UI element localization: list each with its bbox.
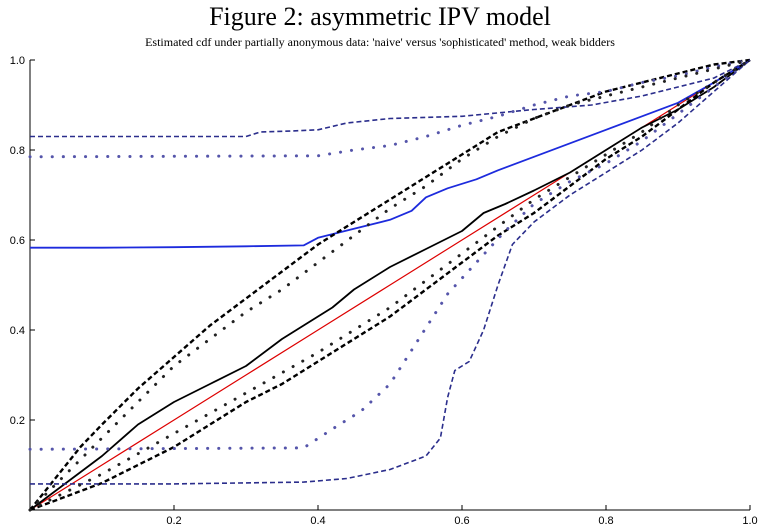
x-tick-label: 0.8	[598, 515, 613, 527]
y-tick-label: 0.6	[10, 235, 25, 247]
y-tick-label: 0.4	[10, 325, 25, 337]
y-tick-label: 1.0	[10, 55, 25, 67]
series-dashed-line-5	[29, 58, 751, 512]
series-dashed-line-7	[30, 59, 751, 485]
y-tick-label: 0.2	[10, 415, 25, 427]
x-tick-label: 1.0	[742, 515, 757, 527]
series-dotted-line-8	[28, 58, 752, 159]
series-dashed-line-4	[29, 58, 751, 511]
x-tick-label: 0.6	[454, 515, 469, 527]
x-tick-label: 0.2	[166, 515, 181, 527]
axes	[29, 60, 750, 511]
chart-subtitle: Estimated cdf under partially anonymous …	[145, 35, 615, 49]
series-dashed-line-6	[30, 59, 751, 138]
x-tick-label: 0.4	[310, 515, 325, 527]
y-tick-label: 0.8	[10, 145, 25, 157]
series-solid-line-3	[30, 59, 751, 249]
ticks-layer: 0.2 0.4 0.6 0.8 1.0 0.2 0.4 0.6 0.8 1.0	[10, 55, 758, 527]
chart-title: Figure 2: asymmetric IPV model	[209, 2, 551, 31]
series-solid-line-2	[29, 59, 751, 511]
series-layer	[28, 58, 752, 512]
